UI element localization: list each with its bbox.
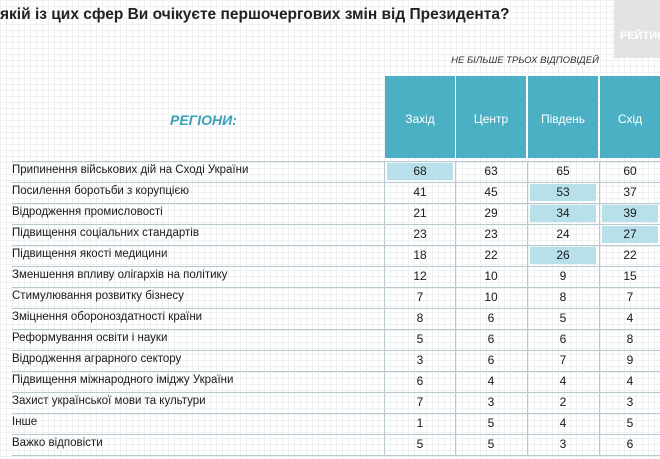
- row-label: Реформування освіти і науки: [12, 332, 168, 344]
- table-cell: 3: [626, 395, 634, 409]
- row-divider: [12, 371, 660, 372]
- table-cell: 6: [487, 332, 495, 346]
- table-cell: 39: [602, 205, 658, 222]
- row-header-label: РЕГІОНИ:: [170, 112, 237, 128]
- table-cell: 7: [416, 395, 424, 409]
- row-label: Посилення боротьби з корупцією: [12, 185, 189, 197]
- table-cell: 3: [487, 395, 495, 409]
- column-divider: [599, 161, 600, 455]
- table-cell: 4: [626, 374, 634, 388]
- brand-logo: РЕЙТИНГ: [614, 0, 660, 58]
- row-divider: [12, 350, 660, 351]
- row-label: Відродження промисловості: [12, 206, 163, 218]
- table-cell: 22: [623, 248, 637, 262]
- column-header: Центр: [456, 76, 526, 158]
- table-cell: 7: [559, 353, 567, 367]
- table-cell: 5: [416, 332, 424, 346]
- row-divider: [12, 287, 660, 288]
- column-divider: [455, 161, 456, 455]
- table-cell: 34: [530, 205, 596, 222]
- row-divider: [12, 329, 660, 330]
- table-cell: 45: [484, 185, 498, 199]
- row-label: Відродження аграрного сектору: [12, 353, 182, 365]
- table-cell: 27: [602, 226, 658, 243]
- row-label: Підвищення соціальних стандартів: [12, 227, 199, 239]
- column-header: Схід: [600, 76, 660, 158]
- row-divider: [12, 182, 660, 183]
- table-cell: 8: [416, 311, 424, 325]
- table-cell: 6: [487, 353, 495, 367]
- row-label: Захист української мови та культури: [12, 395, 206, 407]
- table-cell: 6: [487, 311, 495, 325]
- row-label: Припинення військових дій на Сході Украї…: [12, 164, 249, 176]
- table-border: [12, 161, 660, 162]
- row-divider: [12, 266, 660, 267]
- table-cell: 9: [626, 353, 634, 367]
- table-cell: 4: [626, 311, 634, 325]
- row-divider: [12, 455, 660, 456]
- table-cell: 12: [413, 269, 427, 283]
- column-header: Південь: [528, 76, 598, 158]
- table-cell: 41: [413, 185, 427, 199]
- column-divider: [527, 161, 528, 455]
- table-cell: 3: [416, 353, 424, 367]
- row-divider: [12, 392, 660, 393]
- table-cell: 9: [559, 269, 567, 283]
- table-cell: 7: [416, 290, 424, 304]
- table-cell: 10: [484, 269, 498, 283]
- table-cell: 29: [484, 206, 498, 220]
- table-cell: 4: [487, 374, 495, 388]
- table-cell: 23: [484, 227, 498, 241]
- table-cell: 65: [556, 164, 570, 178]
- table-cell: 4: [559, 416, 567, 430]
- row-divider: [12, 245, 660, 246]
- row-label: Підвищення міжнародного іміджу України: [12, 374, 234, 386]
- table-cell: 10: [484, 290, 498, 304]
- table-cell: 8: [559, 290, 567, 304]
- table-cell: 63: [484, 164, 498, 178]
- table-cell: 21: [413, 206, 427, 220]
- table-cell: 1: [416, 416, 424, 430]
- row-label: Зменшення впливу олігархів на політику: [12, 269, 228, 281]
- row-divider: [12, 224, 660, 225]
- column-header: Захід: [385, 76, 455, 158]
- table-cell: 22: [484, 248, 498, 262]
- table-cell: 7: [626, 290, 634, 304]
- row-label: Підвищення якості медицини: [12, 248, 168, 260]
- column-divider: [384, 161, 385, 455]
- table-cell: 18: [413, 248, 427, 262]
- table-cell: 26: [530, 247, 596, 264]
- row-label: Інше: [12, 416, 38, 428]
- row-divider: [12, 434, 660, 435]
- table-cell: 5: [487, 437, 495, 451]
- table-subtitle: НЕ БІЛЬШЕ ТРЬОХ ВІДПОВІДЕЙ: [451, 55, 599, 66]
- page-title: якій із цих сфер Ви очікуєте першочергов…: [0, 6, 510, 23]
- table-cell: 5: [487, 416, 495, 430]
- table-cell: 5: [626, 416, 634, 430]
- table-cell: 6: [559, 332, 567, 346]
- row-label: Зміцнення обороноздатності країни: [12, 311, 203, 323]
- table-cell: 4: [559, 374, 567, 388]
- table-cell: 60: [623, 164, 637, 178]
- table-cell: 23: [413, 227, 427, 241]
- table-cell: 5: [416, 437, 424, 451]
- row-divider: [12, 308, 660, 309]
- table-cell: 3: [559, 437, 567, 451]
- table-cell: 6: [626, 437, 634, 451]
- row-label: Важко відповісти: [12, 437, 103, 449]
- table-cell: 53: [530, 184, 596, 201]
- table-cell: 8: [626, 332, 634, 346]
- table-cell: 6: [416, 374, 424, 388]
- table-cell: 2: [559, 395, 567, 409]
- table-cell: 68: [387, 163, 453, 180]
- table-cell: 24: [556, 227, 570, 241]
- table-cell: 37: [623, 185, 637, 199]
- row-divider: [12, 203, 660, 204]
- row-divider: [12, 413, 660, 414]
- table-cell: 15: [623, 269, 637, 283]
- row-label: Стимулювання розвитку бізнесу: [12, 290, 184, 302]
- table-cell: 5: [559, 311, 567, 325]
